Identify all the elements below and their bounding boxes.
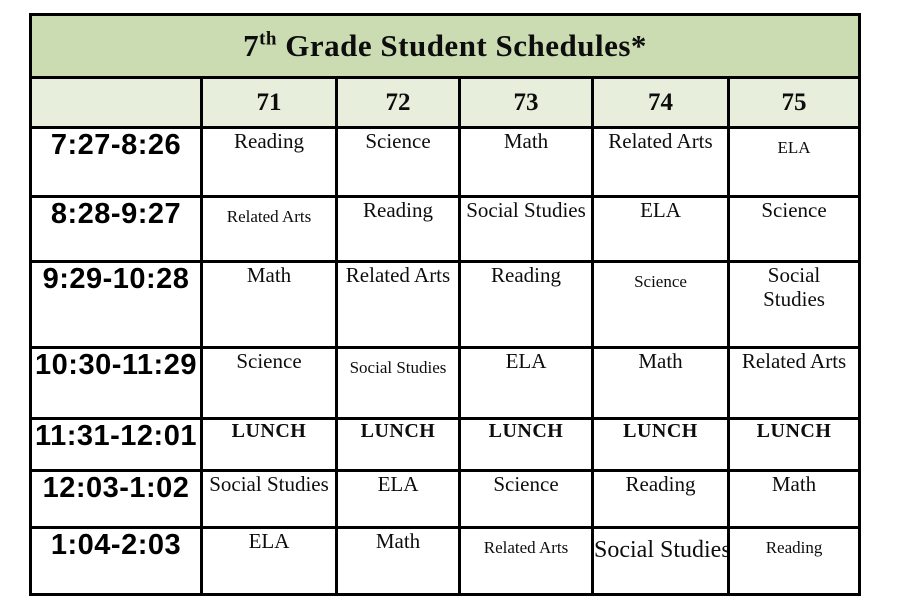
time-cell: 9:29-10:28 [29, 260, 203, 349]
schedule-cell: Related Arts [335, 260, 461, 349]
schedule-cell: LUNCH [726, 417, 862, 472]
table-row: 12:03-1:02 Social Studies ELA Science Re… [29, 469, 862, 529]
schedule-cell: LUNCH [335, 417, 461, 472]
table-row: 9:29-10:28 Math Related Arts Reading Sci… [29, 260, 862, 349]
title-superscript: th [259, 28, 278, 50]
header-col-72: 72 [335, 76, 461, 129]
schedule-cell: Reading [200, 126, 338, 198]
schedule-cell-text: Social Studies [763, 263, 825, 312]
title-row: 7th Grade Student Schedules* [28, 13, 862, 79]
schedule-cell: Related Arts [726, 346, 862, 420]
lunch-row: 11:31-12:01 LUNCH LUNCH LUNCH LUNCH LUNC… [29, 417, 862, 472]
title-prefix: 7 [243, 28, 260, 63]
schedule-cell: ELA [591, 195, 730, 263]
schedule-cell: Related Arts [200, 195, 338, 263]
schedule-cell: LUNCH [591, 417, 730, 472]
header-empty-cell [29, 76, 203, 129]
schedule-cell: Science [335, 126, 461, 198]
schedule-cell: Social Studies [458, 195, 594, 263]
schedule-cell: Social Studies [726, 260, 862, 349]
schedule-cell: ELA [458, 346, 594, 420]
page-title: 7th Grade Student Schedules* [28, 13, 862, 79]
header-col-74: 74 [591, 76, 730, 129]
schedule-cell: Science [458, 469, 594, 529]
schedule-cell: Reading [591, 469, 730, 529]
schedule-cell: Math [726, 469, 862, 529]
schedule-cell: LUNCH [458, 417, 594, 472]
schedule-cell: LUNCH [200, 417, 338, 472]
schedule-cell: ELA [726, 126, 862, 198]
schedule-cell: Math [335, 526, 461, 596]
schedule-table: 7th Grade Student Schedules* 71 72 73 74… [28, 13, 862, 596]
schedule-cell: Science [726, 195, 862, 263]
schedule-cell: Social Studies [200, 469, 338, 529]
time-cell: 12:03-1:02 [29, 469, 203, 529]
table-row: 8:28-9:27 Related Arts Reading Social St… [29, 195, 862, 263]
schedule-cell: Related Arts [591, 126, 730, 198]
schedule-cell: Math [200, 260, 338, 349]
schedule-cell: Reading [335, 195, 461, 263]
time-cell: 1:04-2:03 [29, 526, 203, 596]
table-row: 7:27-8:26 Reading Science Math Related A… [29, 126, 862, 198]
schedule-cell: Reading [458, 260, 594, 349]
schedule-cell: Reading [726, 526, 862, 596]
title-rest: Grade Student Schedules* [277, 28, 647, 63]
table-row: 1:04-2:03 ELA Math Related Arts Social S… [29, 526, 862, 596]
schedule-cell: Social Studies [591, 526, 730, 596]
header-col-71: 71 [200, 76, 338, 129]
header-col-75: 75 [726, 76, 862, 129]
table-row: 10:30-11:29 Science Social Studies ELA M… [29, 346, 862, 420]
schedule-cell: Science [200, 346, 338, 420]
schedule-cell: ELA [335, 469, 461, 529]
time-cell: 8:28-9:27 [29, 195, 203, 263]
schedule-cell: Related Arts [458, 526, 594, 596]
header-col-73: 73 [458, 76, 594, 129]
time-cell: 11:31-12:01 [29, 417, 203, 472]
schedule-cell: Math [458, 126, 594, 198]
schedule-cell: ELA [200, 526, 338, 596]
time-cell: 7:27-8:26 [29, 126, 203, 198]
schedule-cell: Math [591, 346, 730, 420]
header-row: 71 72 73 74 75 [29, 76, 862, 129]
time-cell: 10:30-11:29 [29, 346, 203, 420]
schedule-cell: Science [591, 260, 730, 349]
schedule-cell: Social Studies [335, 346, 461, 420]
